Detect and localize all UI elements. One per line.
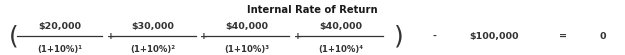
Text: (1+10%)²: (1+10%)² (131, 45, 176, 54)
Text: $20,000: $20,000 (38, 22, 81, 31)
Text: =: = (559, 32, 566, 41)
Text: (1+10%)¹: (1+10%)¹ (37, 45, 82, 54)
Text: 0: 0 (600, 32, 606, 41)
Text: Internal Rate of Return: Internal Rate of Return (248, 5, 378, 15)
Text: +: + (294, 32, 302, 41)
Text: $40,000: $40,000 (319, 22, 362, 31)
Text: (1+10%)⁴: (1+10%)⁴ (318, 45, 363, 54)
Text: (1+10%)³: (1+10%)³ (224, 45, 269, 54)
Text: $30,000: $30,000 (132, 22, 174, 31)
Text: $100,000: $100,000 (469, 32, 519, 41)
Text: $40,000: $40,000 (226, 22, 268, 31)
Text: -: - (432, 32, 436, 41)
Text: +: + (201, 32, 208, 41)
Text: ): ) (394, 24, 404, 48)
Text: (: ( (9, 24, 19, 48)
Text: +: + (107, 32, 114, 41)
